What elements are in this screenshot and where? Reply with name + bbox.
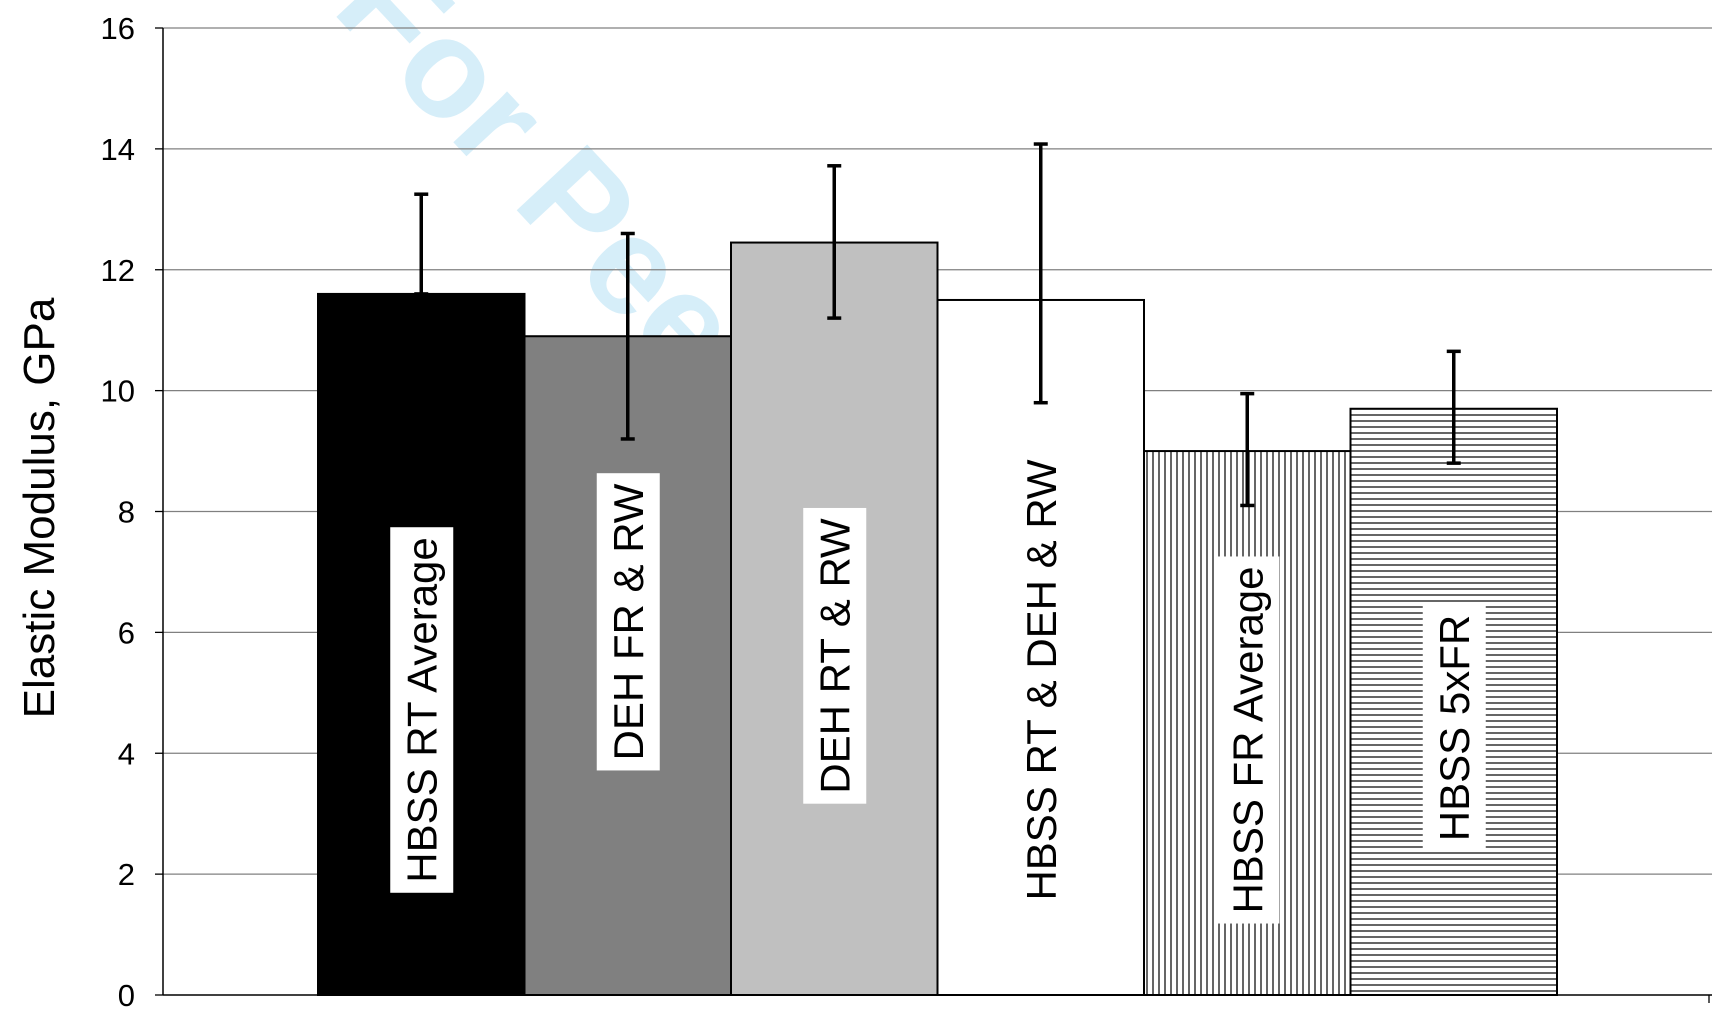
bar-label: HBSS RT & DEH & RW <box>1018 459 1065 900</box>
y-tick-label: 4 <box>118 736 135 771</box>
bar-label-group: HBSS FR Average <box>1216 556 1280 924</box>
bar-label: HBSS RT Average <box>398 537 445 883</box>
bar-label-group: DEH RT & RW <box>803 507 867 804</box>
bar-label: DEH RT & RW <box>811 518 858 794</box>
y-tick-label: 16 <box>101 11 135 46</box>
bar-label-background <box>596 473 660 771</box>
y-tick-label: 14 <box>101 132 135 167</box>
bar-label-background <box>1422 604 1486 852</box>
bar-label-group: HBSS RT & DEH & RW <box>1018 459 1065 900</box>
bar-label-group: HBSS 5xFR <box>1422 604 1486 852</box>
bar-label: DEH FR & RW <box>605 483 652 760</box>
bar-label: HBSS FR Average <box>1224 566 1271 913</box>
bar <box>936 298 1145 996</box>
bars <box>317 241 1558 997</box>
bar-label-background <box>390 527 454 893</box>
y-tick-label: 12 <box>101 253 135 288</box>
y-axis-label: Elastic Modulus, GPa <box>15 297 64 718</box>
y-tick-label: 10 <box>101 374 135 409</box>
bar-labels: HBSS RT Average DEH FR & RW DEH RT & RW HBS… <box>390 459 1486 924</box>
bar-label-group: DEH FR & RW <box>596 473 660 771</box>
axes: 0 2 4 6 8 10 12 14 16 <box>101 11 1712 1013</box>
y-tick-label: 0 <box>118 978 135 1013</box>
y-tick-label: 6 <box>118 615 135 650</box>
bar-label-background <box>803 507 867 804</box>
y-tick-label: 8 <box>118 495 135 530</box>
y-tick-label: 2 <box>118 857 135 892</box>
bar-label: HBSS 5xFR <box>1431 615 1478 841</box>
error-bars <box>414 142 1461 508</box>
bar-label-background <box>1216 556 1280 924</box>
bar-label-group: HBSS RT Average <box>390 527 454 893</box>
